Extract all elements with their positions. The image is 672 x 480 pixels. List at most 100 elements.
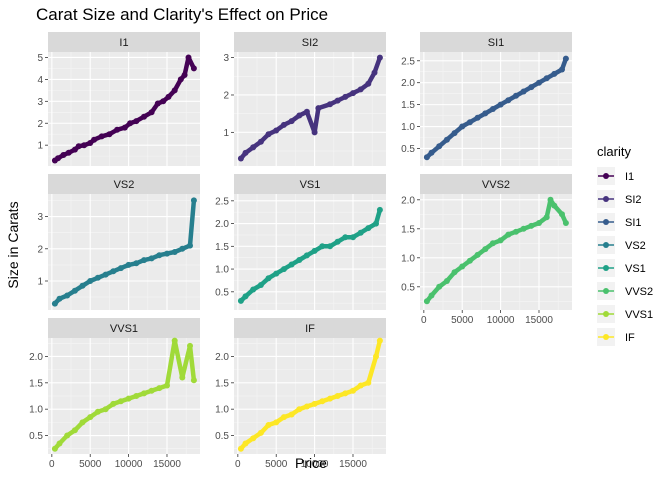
data-point: [474, 114, 481, 121]
data-point: [171, 337, 178, 344]
data-point: [280, 266, 287, 273]
y-tick-label: 2.0: [401, 78, 415, 89]
x-tick-label: 0: [235, 459, 241, 470]
data-point: [91, 136, 98, 143]
data-point: [181, 72, 188, 78]
data-point: [141, 257, 147, 264]
data-point: [273, 270, 280, 277]
data-point: [125, 261, 132, 268]
data-point: [365, 379, 372, 386]
data-point: [296, 406, 303, 413]
data-point: [280, 121, 287, 128]
legend-key-point: [603, 242, 609, 248]
data-point: [55, 155, 61, 162]
y-tick-label: 2.0: [401, 195, 415, 206]
data-point: [94, 274, 101, 281]
data-point: [342, 93, 349, 100]
data-point: [489, 240, 496, 247]
data-point: [79, 419, 86, 426]
data-point: [171, 249, 178, 255]
data-point: [121, 124, 128, 131]
data-point: [357, 382, 364, 389]
facet-strip-label: VVS1: [110, 323, 138, 335]
data-point: [164, 382, 170, 389]
y-tick-label: 1.0: [401, 253, 415, 264]
data-point: [497, 237, 504, 244]
legend-label: SI1: [625, 217, 642, 229]
data-point: [237, 297, 244, 304]
x-tick-label: 0: [421, 315, 427, 326]
data-point: [543, 214, 550, 221]
data-point: [365, 225, 372, 232]
y-tick-label: 2.5: [215, 196, 229, 207]
data-point: [528, 84, 535, 91]
data-point: [94, 408, 101, 415]
data-point: [350, 387, 356, 394]
y-tick-label: 1.5: [215, 378, 229, 389]
x-tick-label: 10000: [115, 459, 143, 470]
facet-panels: I1 1 2 3 4 5 SI2 1 2 3 SI1 0.5 1.0 1.5 2.0 2.5 VS2 1 2 3 VS1…: [29, 32, 572, 470]
y-tick-label: 1: [223, 128, 229, 139]
x-tick-label: 15000: [153, 459, 181, 470]
y-tick-label: 2.0: [215, 352, 229, 363]
data-point: [156, 385, 163, 392]
data-point: [179, 374, 186, 381]
data-point: [543, 75, 550, 82]
y-tick-label: 1.5: [401, 224, 415, 235]
legend-key-point: [603, 265, 609, 271]
y-tick-label: 1.0: [29, 405, 43, 416]
legend-key-point: [603, 196, 609, 202]
data-point: [482, 110, 489, 117]
y-tick-label: 2.0: [215, 219, 229, 230]
data-point: [106, 131, 113, 138]
data-point: [87, 278, 94, 284]
facet-panel-i1: I1 1 2 3 4 5: [37, 32, 200, 166]
x-axis-title: Price: [295, 455, 327, 471]
data-point: [117, 398, 124, 405]
data-point: [303, 108, 310, 115]
data-point: [520, 88, 527, 95]
data-point: [303, 252, 310, 259]
legend-item-vs1: VS1: [597, 259, 646, 277]
data-point: [190, 197, 197, 204]
y-tick-label: 1.0: [401, 122, 415, 133]
data-point: [79, 282, 86, 289]
facet-strip: [48, 318, 200, 338]
data-point: [536, 79, 542, 86]
data-point: [365, 80, 372, 87]
facet-strip-label: I1: [119, 37, 128, 49]
facet-panel-vvs2: VVS2 0.5 1.0 1.5 2.0 0 5000 10000 15000: [401, 174, 572, 326]
data-point: [451, 130, 458, 137]
facet-strip: [234, 32, 386, 52]
data-point: [160, 98, 167, 105]
y-tick-label: 1.0: [215, 265, 229, 276]
facet-strip-label: VS2: [114, 179, 135, 191]
y-tick-label: 3: [37, 212, 43, 223]
data-point: [148, 255, 155, 262]
data-point: [237, 445, 244, 452]
data-point: [187, 342, 193, 349]
data-point: [60, 152, 67, 158]
data-point: [513, 92, 519, 99]
data-point: [459, 263, 466, 270]
y-tick-label: 4: [37, 75, 43, 86]
data-point: [242, 440, 249, 447]
data-point: [56, 440, 63, 447]
y-tick-label: 0.5: [29, 431, 43, 442]
data-point: [376, 337, 383, 344]
facet-strip-label: SI1: [488, 37, 505, 49]
y-tick-label: 0.5: [401, 282, 415, 293]
data-point: [185, 54, 192, 61]
data-point: [190, 65, 197, 72]
data-point: [148, 387, 155, 394]
data-point: [187, 242, 193, 249]
panel-background: [48, 52, 200, 166]
data-point: [528, 222, 535, 229]
y-tick-label: 3: [223, 53, 229, 64]
data-point: [373, 220, 379, 227]
data-point: [265, 131, 272, 138]
data-point: [148, 109, 155, 116]
data-point: [536, 220, 542, 226]
facet-panel-si2: SI2 1 2 3: [223, 32, 386, 166]
data-point: [110, 268, 117, 275]
